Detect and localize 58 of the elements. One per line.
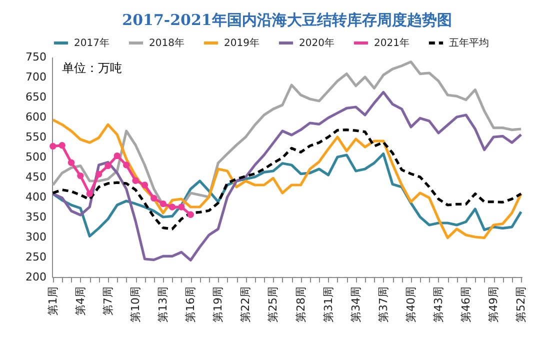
- point: [132, 177, 139, 184]
- x-tick-label: 第16周: [184, 286, 198, 322]
- x-tick-label: 第19周: [212, 286, 225, 322]
- x-tick-label: 第13周: [156, 286, 170, 322]
- legend-label: 2019年: [224, 37, 260, 49]
- y-tick-label: 450: [26, 170, 46, 184]
- point: [77, 172, 84, 180]
- y-tick-label: 350: [26, 210, 46, 224]
- x-tick-label: 第34周: [349, 286, 362, 322]
- y-tick-label: 600: [26, 110, 46, 124]
- x-tick-label: 第40周: [404, 286, 418, 322]
- x-tick-label: 第46周: [460, 286, 473, 322]
- legend-label: 2020年: [299, 37, 334, 49]
- point: [168, 204, 176, 210]
- y-tick-label: 250: [26, 250, 46, 264]
- y-tick-label: 200: [26, 270, 46, 284]
- x-tick-label: 第7周: [101, 286, 114, 316]
- legend-label: 2017年: [74, 37, 110, 49]
- legend-label: 2021年: [374, 37, 410, 49]
- x-tick-label: 第10周: [129, 286, 142, 322]
- x-tick-label: 第31周: [322, 286, 335, 322]
- legend-label: 2018年: [149, 37, 184, 49]
- line-series: [52, 90, 522, 262]
- y-tick-label: 750: [26, 50, 46, 64]
- x-tick-label: 第22周: [239, 286, 252, 322]
- point: [141, 182, 148, 188]
- x-tick-label: 第52周: [514, 286, 528, 322]
- point: [114, 152, 121, 160]
- x-tick-label: 第1周: [46, 286, 60, 316]
- point: [187, 211, 194, 218]
- x-tick-label: 第25周: [266, 286, 280, 322]
- line-series: [52, 60, 522, 210]
- x-tick-label: 第4周: [74, 286, 87, 316]
- y-tick-label: 300: [26, 230, 46, 244]
- point: [86, 190, 93, 198]
- y-tick-label: 700: [26, 70, 46, 84]
- y-tick-label: 550: [26, 130, 46, 144]
- point: [95, 170, 102, 178]
- line-series: [52, 118, 522, 240]
- point: [68, 159, 75, 166]
- x-tick-label: 第49周: [487, 286, 500, 322]
- point: [58, 142, 66, 149]
- point: [50, 142, 56, 150]
- point: [150, 194, 158, 202]
- line-series: [52, 128, 522, 230]
- point: [178, 204, 185, 210]
- chart-title: 2017-2021年国内沿海大豆结转库存周度趋势图: [122, 11, 452, 29]
- point: [160, 200, 166, 208]
- annotation: 单位：万吨: [62, 61, 122, 75]
- x-tick-label: 第28周: [294, 286, 308, 322]
- y-tick-label: 400: [26, 190, 46, 204]
- x-tick-label: 第37周: [376, 286, 390, 322]
- y-tick-label: 500: [26, 150, 46, 164]
- point: [123, 162, 130, 168]
- x-tick-label: 第43周: [432, 286, 445, 322]
- legend-label: 五年平均: [449, 37, 489, 49]
- point: [104, 162, 112, 170]
- y-tick-label: 650: [26, 90, 46, 104]
